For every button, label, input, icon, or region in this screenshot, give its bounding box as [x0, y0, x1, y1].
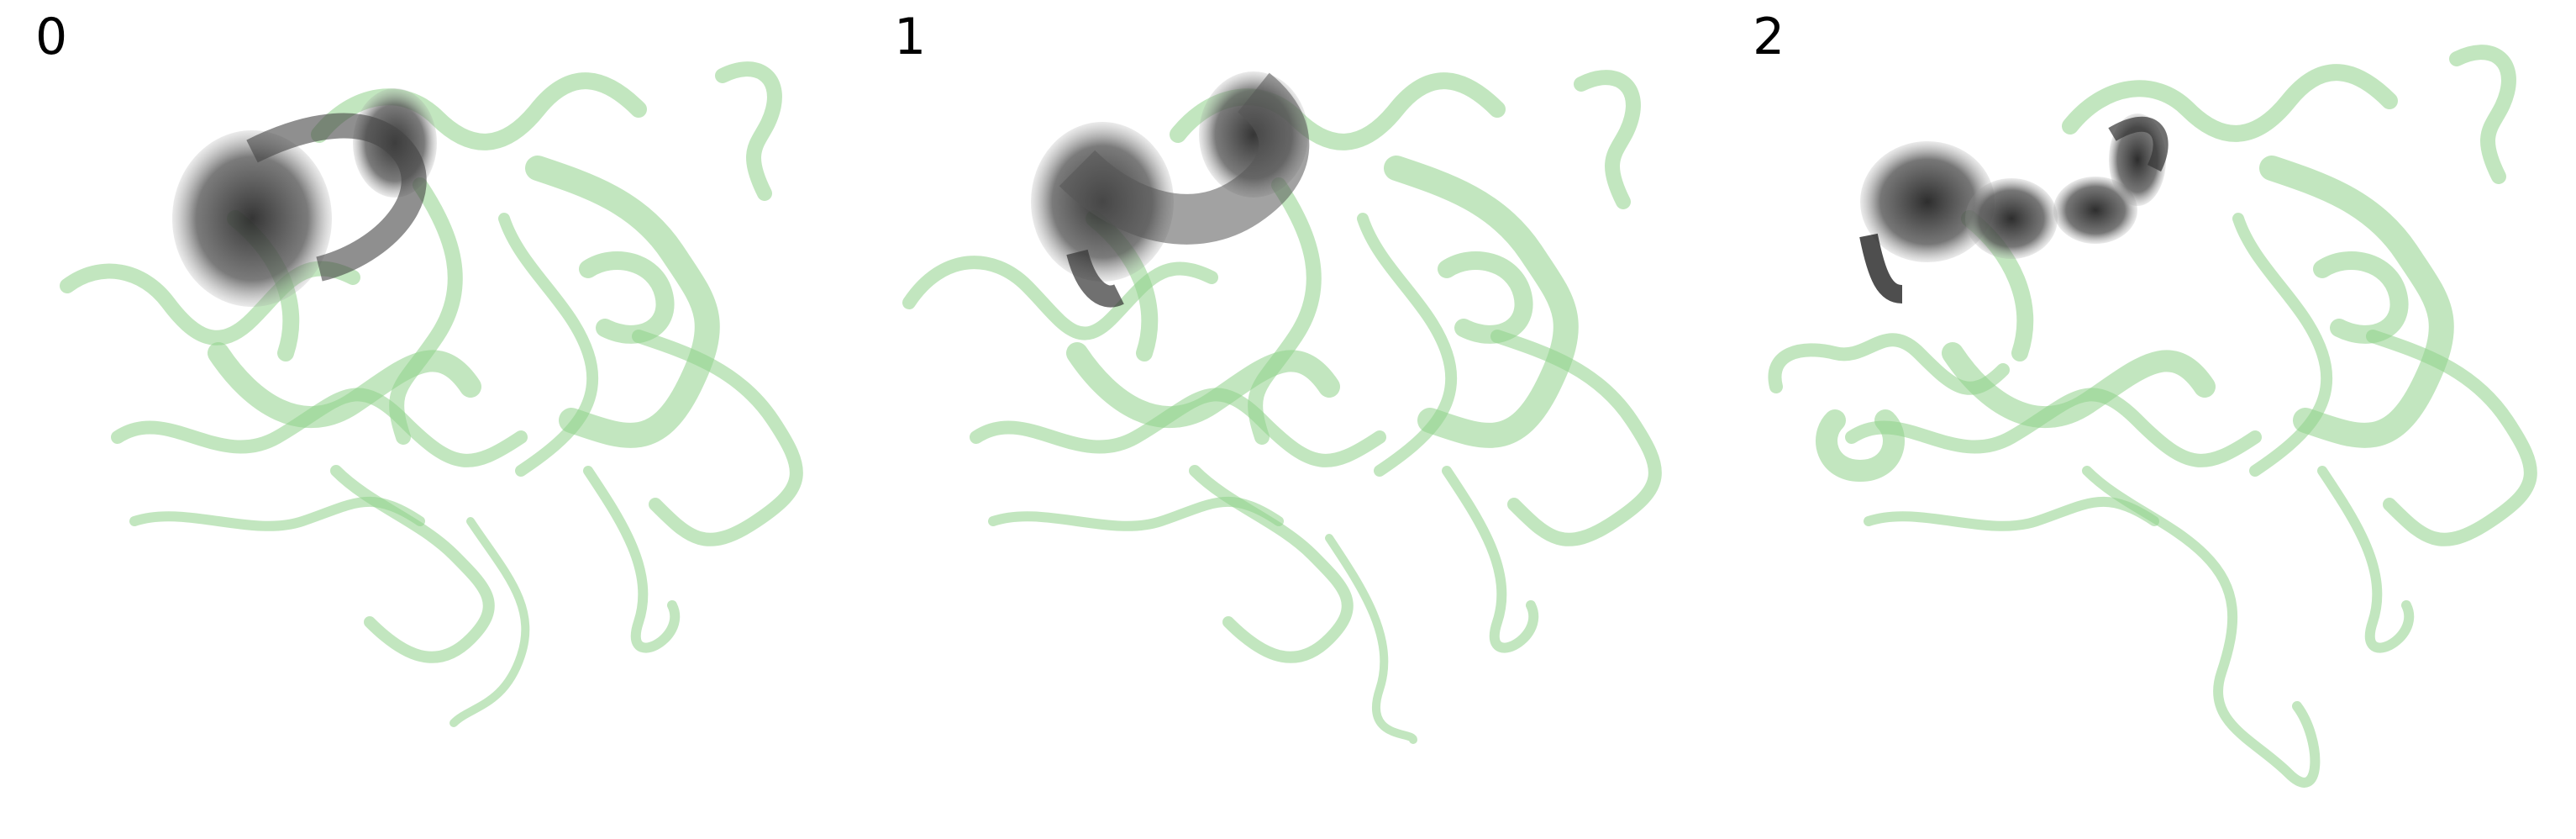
- panel-2: 2: [1717, 0, 2576, 839]
- trajectory-bundle: [1031, 71, 1310, 308]
- protein-structure-image: [1768, 45, 2537, 788]
- protein-structure-image: [60, 61, 803, 727]
- panel-label: 2: [1753, 8, 1785, 66]
- panel-label: 1: [894, 8, 927, 66]
- panel-0: 0: [0, 0, 859, 839]
- protein-ribbon: [902, 70, 1662, 744]
- panel-label: 0: [35, 8, 68, 66]
- protein-ribbon: [60, 61, 803, 727]
- panel-1: 1: [859, 0, 1717, 839]
- trajectory-bundle: [172, 88, 437, 307]
- trajectory-bundle: [1859, 113, 2169, 303]
- protein-structure-image: [902, 70, 1662, 744]
